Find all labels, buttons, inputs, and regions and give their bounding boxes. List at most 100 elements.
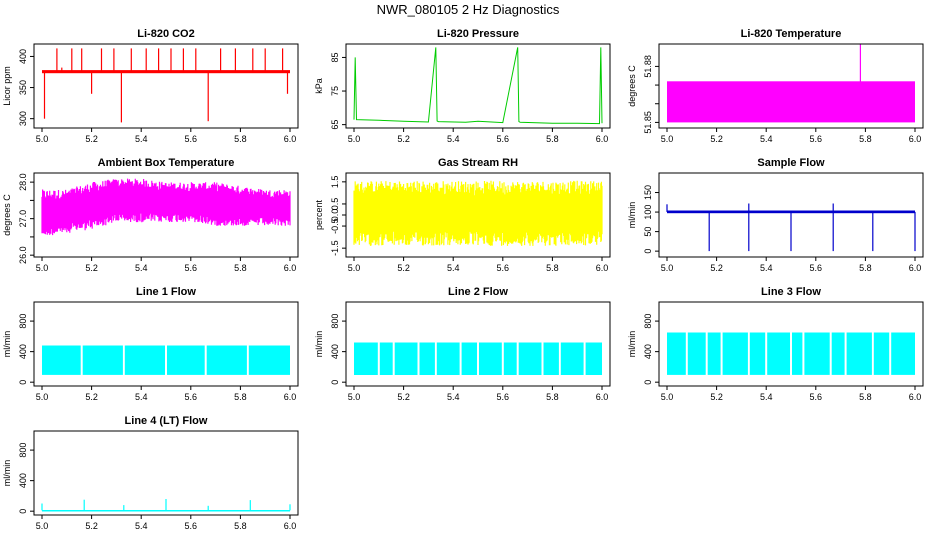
data-band-segment <box>707 332 721 375</box>
y-tick-label: 0 <box>643 249 653 254</box>
panel-data <box>353 47 603 125</box>
panel-frame <box>658 301 924 387</box>
data-band-segment <box>722 332 748 375</box>
x-tick-label: 5.8 <box>859 392 872 402</box>
panel-frame <box>345 301 611 387</box>
chart-panel-7: Line 1 Flow 5.0 5.2 5.4 5.6 5.8 6.0 0 400 800 ml/m… <box>2 286 299 402</box>
y-tick-label: 0 <box>18 380 28 385</box>
y-tick-label: 150 <box>643 185 653 200</box>
panel-title: Line 1 Flow <box>136 286 196 298</box>
x-tick-label: 5.6 <box>185 263 198 273</box>
x-tick-label: 5.0 <box>348 392 361 402</box>
x-tick-label: 5.8 <box>234 392 247 402</box>
x-tick-label: 5.8 <box>234 521 247 531</box>
x-tick-label: 5.8 <box>546 263 559 273</box>
panel-title: Line 3 Flow <box>761 286 821 298</box>
x-tick-label: 5.0 <box>36 392 49 402</box>
panel-frame <box>658 172 924 258</box>
x-tick-label: 5.0 <box>661 134 674 144</box>
x-tick-label: 5.2 <box>397 392 410 402</box>
x-tick-label: 5.4 <box>447 263 460 273</box>
chart-panel-4: Ambient Box Temperature 5.0 5.2 5.4 5.6 5.8 6.… <box>2 157 299 273</box>
y-tick-label: 26.0 <box>18 246 28 264</box>
y-tick-label: 75 <box>330 86 340 96</box>
chart-panel-1: Li-820 CO2 5.0 5.2 5.4 5.6 5.8 6.0 300 350 400 Lic… <box>2 28 299 144</box>
x-tick-label: 5.2 <box>85 392 98 402</box>
data-band-segment <box>167 345 205 375</box>
panel-data <box>666 203 916 252</box>
x-tick-label: 5.4 <box>135 392 148 402</box>
chart-panel-3: Li-820 Temperature 5.0 5.2 5.4 5.6 5.8 6.0 51.8… <box>627 28 924 144</box>
x-tick-label: 5.6 <box>810 392 823 402</box>
panel-title: Line 4 (LT) Flow <box>125 415 208 427</box>
x-tick-label: 5.8 <box>234 263 247 273</box>
y-tick-label: 51.88 <box>643 55 653 78</box>
x-tick-label: 5.8 <box>546 392 559 402</box>
x-tick-label: 5.2 <box>397 134 410 144</box>
y-tick-label: 0 <box>330 380 340 385</box>
y-tick-label: 0 <box>18 509 28 514</box>
x-tick-label: 5.6 <box>185 134 198 144</box>
x-tick-label: 6.0 <box>284 134 297 144</box>
y-tick-label: -1.5 <box>330 240 340 256</box>
data-series-line <box>353 47 603 125</box>
y-tick-label: 1.5 <box>330 176 340 189</box>
data-band-segment <box>354 342 378 375</box>
y-tick-label: 400 <box>18 473 28 488</box>
panel-title: Li-820 Pressure <box>437 28 519 40</box>
data-band-segment <box>82 345 123 375</box>
x-tick-label: 5.4 <box>135 521 148 531</box>
y-tick-label: 800 <box>643 314 653 329</box>
panel-data <box>354 342 602 375</box>
x-tick-label: 5.6 <box>497 263 510 273</box>
y-tick-label: 400 <box>643 344 653 359</box>
panel-frame <box>33 172 299 258</box>
panel-title: Line 2 Flow <box>448 286 508 298</box>
x-tick-label: 5.4 <box>135 134 148 144</box>
x-tick-label: 5.2 <box>85 134 98 144</box>
chart-panel-2: Li-820 Pressure 5.0 5.2 5.4 5.6 5.8 6.0 65 75 85 k… <box>314 28 611 144</box>
data-band-segment <box>749 332 766 375</box>
x-tick-label: 5.0 <box>36 134 49 144</box>
x-tick-label: 5.2 <box>710 392 723 402</box>
x-tick-label: 6.0 <box>284 521 297 531</box>
x-tick-label: 5.4 <box>447 134 460 144</box>
y-tick-label: 400 <box>18 49 28 64</box>
x-tick-label: 5.4 <box>447 392 460 402</box>
y-tick-label: 800 <box>18 443 28 458</box>
x-tick-label: 5.2 <box>397 263 410 273</box>
x-tick-label: 5.0 <box>348 134 361 144</box>
y-tick-label: -0.5 <box>330 218 340 234</box>
chart-panel-6: Sample Flow 5.0 5.2 5.4 5.6 5.8 6.0 0 50 100 150 ml… <box>627 157 924 273</box>
x-tick-label: 6.0 <box>596 134 609 144</box>
y-tick-label: 65 <box>330 120 340 130</box>
data-band-segment <box>436 342 460 375</box>
data-band-segment <box>248 345 290 375</box>
y-axis-label: ml/min <box>314 331 324 358</box>
x-tick-label: 5.6 <box>185 521 198 531</box>
panel-title: Ambient Box Temperature <box>98 157 235 169</box>
data-band-segment <box>42 510 290 512</box>
data-band-segment <box>479 342 502 375</box>
x-tick-label: 5.2 <box>85 521 98 531</box>
x-tick-label: 5.4 <box>760 263 773 273</box>
data-band-segment <box>792 332 803 375</box>
chart-panel-8: Line 2 Flow 5.0 5.2 5.4 5.6 5.8 6.0 0 400 800 ml/m… <box>314 286 611 402</box>
y-axis-label: degrees C <box>2 194 12 236</box>
panel-title: Gas Stream RH <box>438 157 518 169</box>
y-tick-label: 85 <box>330 52 340 62</box>
panel-data <box>667 44 915 123</box>
y-axis-label: kPa <box>314 78 324 94</box>
x-tick-label: 5.8 <box>234 134 247 144</box>
x-tick-label: 5.2 <box>710 263 723 273</box>
x-tick-label: 5.6 <box>185 392 198 402</box>
y-axis-label: degrees C <box>627 65 637 107</box>
x-tick-label: 5.6 <box>497 392 510 402</box>
figure-title: NWR_080105 2 Hz Diagnostics <box>376 2 560 17</box>
panel-data <box>667 332 915 375</box>
x-tick-label: 5.4 <box>760 392 773 402</box>
y-axis-label: Licor ppm <box>2 66 12 106</box>
data-band-segment <box>42 70 290 74</box>
x-tick-label: 6.0 <box>596 392 609 402</box>
panel-data <box>41 178 291 236</box>
